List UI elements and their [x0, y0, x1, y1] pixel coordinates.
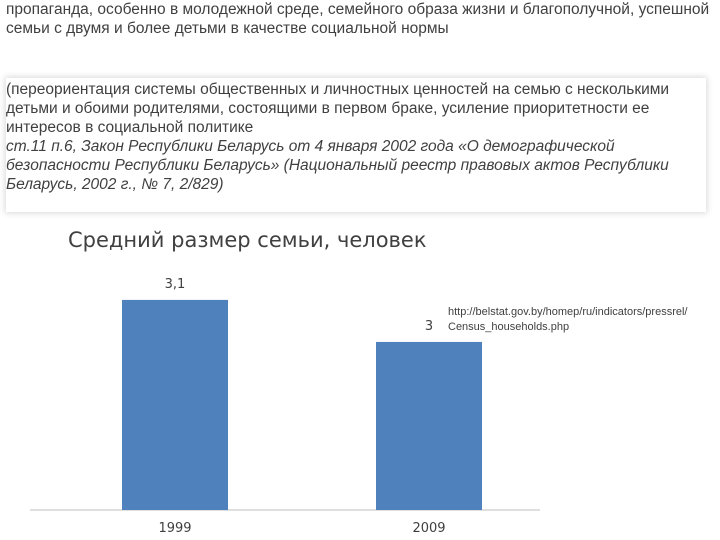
category-label-2009: 2009 — [412, 521, 445, 536]
quote-block: (переориентация системы общественных и л… — [6, 80, 706, 194]
source-url-line2: Census_households.php — [448, 321, 570, 333]
quote-text: (переориентация системы общественных и л… — [6, 81, 670, 136]
category-label-1999: 1999 — [158, 521, 191, 536]
quote-box — [6, 78, 706, 212]
bars-group: 3,1 1999 3 2009 — [122, 277, 482, 536]
bar-1999 — [122, 299, 228, 510]
intro-paragraph: пропаганда, особенно в молодежной среде,… — [6, 1, 710, 37]
value-label-2009: 3 — [425, 319, 433, 334]
value-label-1999: 3,1 — [165, 277, 186, 292]
law-citation: ст.11 п.6, Закон Республики Беларусь от … — [6, 138, 669, 193]
bar-2009 — [376, 341, 482, 510]
chart-title: Средний размер семьи, человек — [68, 228, 427, 252]
source-note: http://belstat.gov.by/homep/ru/indicator… — [448, 305, 716, 335]
source-url-line1: http://belstat.gov.by/homep/ru/indicator… — [448, 306, 688, 318]
